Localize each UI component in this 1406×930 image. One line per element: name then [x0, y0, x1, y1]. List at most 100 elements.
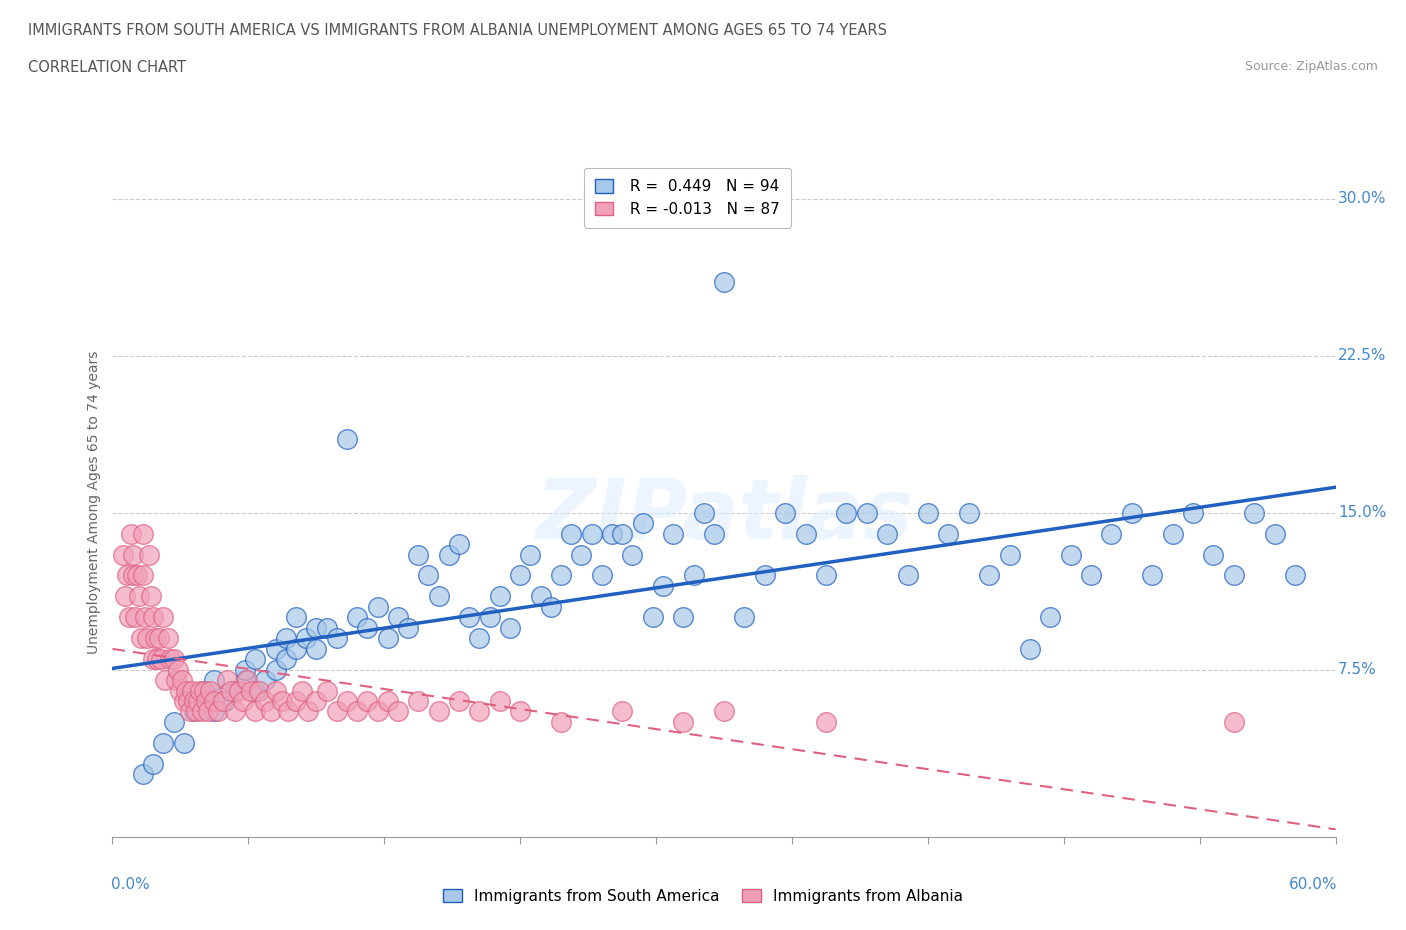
Point	[682, 568, 704, 583]
Point	[468, 631, 491, 645]
Point	[183, 704, 205, 719]
Point	[132, 526, 155, 541]
Point	[184, 704, 207, 719]
Point	[214, 694, 236, 709]
Point	[188, 683, 211, 698]
Point	[1284, 568, 1306, 583]
Point	[156, 631, 179, 645]
Point	[211, 694, 233, 709]
Point	[408, 694, 430, 709]
Point	[610, 526, 633, 541]
Point	[173, 694, 195, 709]
Point	[264, 642, 287, 657]
Point	[1121, 505, 1143, 520]
Text: Source: ZipAtlas.com: Source: ZipAtlas.com	[1244, 60, 1378, 73]
Point	[155, 672, 177, 687]
Point	[652, 578, 675, 593]
Point	[254, 672, 277, 687]
Point	[179, 704, 201, 719]
Point	[129, 631, 152, 645]
Point	[193, 683, 215, 698]
Point	[174, 683, 197, 698]
Point	[1264, 526, 1286, 541]
Point	[571, 547, 593, 562]
Point	[336, 694, 359, 709]
Point	[366, 600, 388, 615]
Point	[754, 568, 776, 583]
Point	[163, 652, 186, 667]
Point	[917, 505, 939, 520]
Point	[478, 610, 501, 625]
Point	[315, 620, 337, 635]
Point	[560, 526, 582, 541]
Point	[284, 642, 308, 657]
Point	[458, 610, 481, 625]
Point	[1202, 547, 1225, 562]
Point	[204, 672, 226, 687]
Point	[897, 568, 920, 583]
Point	[191, 704, 214, 719]
Point	[197, 704, 219, 719]
Point	[519, 547, 541, 562]
Point	[775, 505, 797, 520]
Point	[1060, 547, 1083, 562]
Point	[177, 694, 200, 709]
Point	[387, 704, 409, 719]
Text: IMMIGRANTS FROM SOUTH AMERICA VS IMMIGRANTS FROM ALBANIA UNEMPLOYMENT AMONG AGES: IMMIGRANTS FROM SOUTH AMERICA VS IMMIGRA…	[28, 23, 887, 38]
Point	[207, 704, 229, 719]
Point	[591, 568, 613, 583]
Point	[122, 568, 145, 583]
Point	[641, 610, 664, 625]
Point	[835, 505, 858, 520]
Point	[228, 683, 250, 698]
Point	[1142, 568, 1164, 583]
Point	[245, 704, 267, 719]
Point	[114, 589, 136, 604]
Point	[138, 547, 160, 562]
Point	[1223, 568, 1246, 583]
Point	[468, 704, 491, 719]
Point	[713, 275, 735, 290]
Point	[855, 505, 877, 520]
Point	[1223, 714, 1246, 729]
Text: 15.0%: 15.0%	[1339, 505, 1386, 520]
Point	[277, 704, 299, 719]
Text: 22.5%: 22.5%	[1339, 348, 1386, 364]
Point	[274, 631, 297, 645]
Point	[815, 714, 838, 729]
Point	[141, 589, 163, 604]
Point	[297, 704, 319, 719]
Point	[111, 547, 134, 562]
Point	[233, 672, 256, 687]
Point	[979, 568, 1001, 583]
Point	[245, 652, 267, 667]
Point	[204, 704, 226, 719]
Point	[124, 610, 146, 625]
Point	[427, 589, 450, 604]
Point	[336, 432, 359, 447]
Point	[120, 526, 142, 541]
Point	[260, 704, 283, 719]
Point	[346, 704, 368, 719]
Point	[165, 672, 187, 687]
Point	[136, 631, 159, 645]
Point	[672, 610, 695, 625]
Point	[326, 631, 349, 645]
Point	[169, 683, 191, 698]
Point	[550, 714, 572, 729]
Point	[734, 610, 756, 625]
Point	[693, 505, 716, 520]
Point	[418, 568, 440, 583]
Point	[305, 694, 328, 709]
Point	[132, 766, 155, 781]
Point	[315, 683, 337, 698]
Point	[195, 694, 218, 709]
Point	[447, 537, 470, 551]
Point	[219, 683, 242, 698]
Point	[1099, 526, 1122, 541]
Text: ZIPatlas: ZIPatlas	[536, 475, 912, 556]
Point	[224, 683, 246, 698]
Point	[396, 620, 419, 635]
Point	[815, 568, 838, 583]
Point	[631, 516, 654, 531]
